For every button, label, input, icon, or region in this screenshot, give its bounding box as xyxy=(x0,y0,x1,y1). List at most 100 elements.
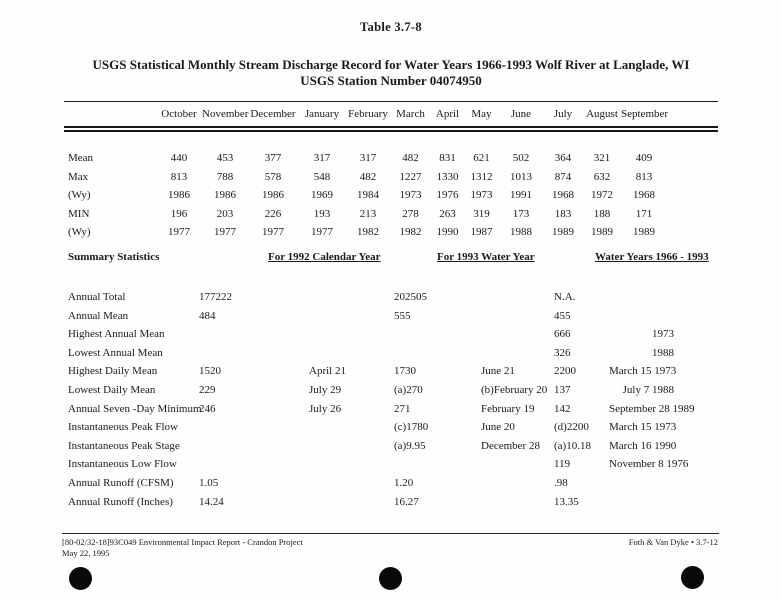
month-value: 1968 xyxy=(552,189,574,202)
summary-date-period xyxy=(609,307,674,326)
table-number-label: Table 3.7-8 xyxy=(360,20,422,34)
month-value: 502 xyxy=(512,152,530,164)
month-value: 482 xyxy=(359,170,377,183)
spacer-cell xyxy=(674,288,718,307)
month-column-header: November xyxy=(202,108,249,120)
summary-date-1993 xyxy=(469,288,554,307)
summary-row: Instantaneous Peak Flow (c)1780 June 20 … xyxy=(64,418,718,437)
summary-date-1992: July 26 xyxy=(309,402,342,415)
table-top-rule xyxy=(64,101,718,102)
spacer-cell xyxy=(674,344,718,363)
month-value: 831 xyxy=(439,152,456,164)
summary-value-period: 326 xyxy=(554,346,571,359)
summary-date-1993 xyxy=(469,344,554,363)
month-column-header: January xyxy=(304,108,340,120)
punch-hole xyxy=(69,567,92,590)
summary-date-period xyxy=(609,288,674,307)
month-value: 1986 xyxy=(168,189,190,202)
month-value: 1330 xyxy=(436,170,459,183)
month-value: 788 xyxy=(216,170,234,183)
month-value: 364 xyxy=(554,152,572,164)
summary-row-label: Annual Seven -Day Minimum xyxy=(68,402,202,415)
summary-row: Lowest Daily Mean 229 July 29 (a)270 (b)… xyxy=(64,381,718,400)
month-value: 813 xyxy=(635,170,653,183)
summary-date-1993: June 20 xyxy=(481,421,515,434)
month-value: 813 xyxy=(170,170,188,183)
summary-statistics-rows: Annual Total 177222 202505 N.A. Annual M… xyxy=(64,288,718,511)
month-value: 1991 xyxy=(510,189,532,202)
month-value: 1984 xyxy=(357,189,379,202)
punch-hole xyxy=(379,567,402,590)
summary-row: Instantaneous Peak Stage (a)9.95 Decembe… xyxy=(64,437,718,456)
month-value: 1982 xyxy=(399,226,422,239)
summary-row: Annual Runoff (Inches) 14.24 16.27 13.35 xyxy=(64,493,718,512)
summary-row: Annual Runoff (CFSM) 1.05 1.20 .98 xyxy=(64,474,718,493)
summary-row: Annual Mean 484 555 455 xyxy=(64,307,718,326)
spacer-cell xyxy=(674,381,718,400)
month-value: 1968 xyxy=(633,189,655,202)
summary-date-1993: (b)February 20 xyxy=(481,383,548,396)
month-value: 183 xyxy=(554,207,572,220)
summary-value-1992: 1.05 xyxy=(199,476,219,489)
month-value: 1989 xyxy=(591,226,613,239)
summary-value-period: 137 xyxy=(554,383,571,396)
summary-date-period: July 7 1988 xyxy=(622,383,674,396)
month-column-header: February xyxy=(348,108,388,120)
summary-statistics-header: Summary Statistics For 1992 Calendar Yea… xyxy=(64,251,718,267)
summary-date-period: March 16 1990 xyxy=(609,439,677,452)
stat-row-label: (Wy) xyxy=(68,189,91,202)
summary-date-1993 xyxy=(469,325,554,344)
monthly-stats-rows: Mean 440 453 377 317 317 482 831 621 502… xyxy=(64,149,718,242)
summary-row-label: Highest Annual Mean xyxy=(68,328,165,341)
summary-value-1992: 1520 xyxy=(199,365,221,378)
month-value: 203 xyxy=(216,207,234,220)
header-double-rule xyxy=(64,126,718,132)
spacer-cell xyxy=(674,307,718,326)
summary-row: Annual Total 177222 202505 N.A. xyxy=(64,288,718,307)
summary-col-header-1992-calendar-year: For 1992 Calendar Year xyxy=(268,251,381,263)
footer-left-block: [80-02/32-18]93C049 Environmental Impact… xyxy=(62,537,303,559)
summary-value-1992 xyxy=(199,418,289,437)
month-value: 1972 xyxy=(591,189,613,202)
summary-date-period: March 15 1973 xyxy=(609,365,677,378)
month-value: 1987 xyxy=(470,226,493,239)
summary-value-1993 xyxy=(379,455,469,474)
month-value: 171 xyxy=(635,207,653,220)
summary-value-1993 xyxy=(379,344,469,363)
month-value: 440 xyxy=(170,152,188,164)
stat-row-label: Mean xyxy=(68,152,94,164)
month-value: 1973 xyxy=(399,189,422,202)
summary-date-period xyxy=(609,493,674,512)
summary-value-1992 xyxy=(199,325,289,344)
summary-date-1993: February 19 xyxy=(481,402,535,415)
month-value: 453 xyxy=(216,152,234,164)
summary-row-label: Instantaneous Low Flow xyxy=(68,458,177,471)
spacer-cell xyxy=(674,437,718,456)
summary-row-label: Annual Runoff (Inches) xyxy=(68,495,173,508)
summary-date-1992 xyxy=(289,418,379,437)
month-value: 226 xyxy=(264,207,282,220)
monthly-stats-row: (Wy) 1977 1977 1977 1977 1982 1982 1990 … xyxy=(64,223,718,242)
summary-row-label: Annual Runoff (CFSM) xyxy=(68,476,174,489)
summary-row-label: Lowest Daily Mean xyxy=(68,383,156,396)
month-column-header: August xyxy=(586,108,618,120)
summary-row: Lowest Annual Mean 326 1988 xyxy=(64,344,718,363)
punch-hole xyxy=(681,566,704,589)
summary-value-1993 xyxy=(379,325,469,344)
month-value: 1977 xyxy=(214,226,236,239)
summary-value-period: 13.35 xyxy=(554,495,579,508)
summary-row-label: Annual Mean xyxy=(68,309,129,322)
month-value: 548 xyxy=(313,170,331,183)
summary-date-period: 1973 xyxy=(652,328,674,341)
month-value: 196 xyxy=(170,207,188,220)
footer-date: May 22, 1995 xyxy=(62,548,110,558)
month-value: 263 xyxy=(439,207,456,220)
footer-page-reference: Foth & Van Dyke • 3.7-12 xyxy=(628,537,718,547)
spacer-cell xyxy=(674,455,718,474)
summary-value-1993: 16.27 xyxy=(394,495,419,508)
month-column-header: July xyxy=(553,108,573,120)
summary-value-1993: 1730 xyxy=(394,365,416,378)
month-value: 1988 xyxy=(510,226,532,239)
summary-row: Highest Annual Mean 666 1973 xyxy=(64,325,718,344)
